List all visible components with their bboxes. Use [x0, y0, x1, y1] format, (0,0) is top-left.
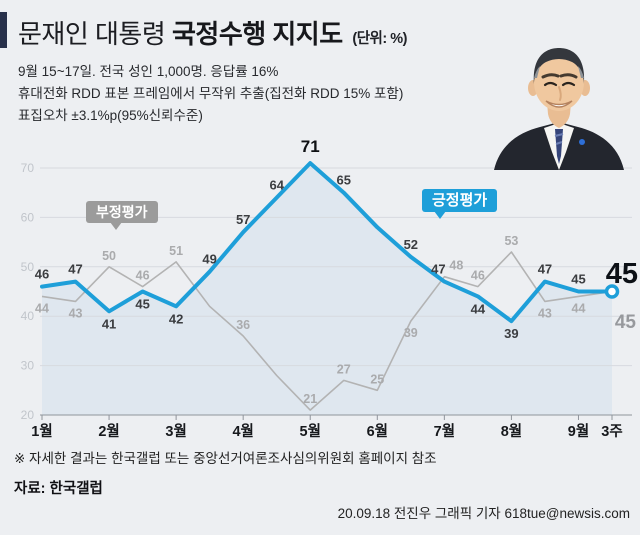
positive-value-label: 42	[169, 311, 183, 326]
hair-gray-right	[578, 66, 584, 78]
positive-value-label: 57	[236, 212, 250, 227]
x-tick-label: 1월	[31, 423, 52, 440]
president-portrait-illustration	[494, 48, 624, 170]
page-title: 문재인 대통령 국정수행 지지도 (단위: %)	[18, 14, 407, 51]
title-emphasis: 국정수행 지지도	[171, 19, 343, 49]
positive-line	[40, 161, 614, 324]
positive-value-label: 44	[471, 301, 486, 316]
positive-value-label: 39	[504, 326, 518, 341]
title-prefix: 문재인 대통령	[18, 19, 166, 49]
positive-value-label: 46	[35, 267, 49, 282]
president-photo	[480, 44, 638, 170]
negative-value-label: 44	[572, 301, 586, 315]
y-tick-label: 40	[21, 309, 35, 323]
negative-value-label: 46	[136, 269, 150, 283]
y-tick-label: 30	[21, 359, 35, 373]
title-unit: (단위: %)	[352, 31, 407, 47]
negative-value-label: 43	[69, 306, 83, 320]
positive-value-label: 47	[538, 262, 552, 277]
negative-value-label: 48	[449, 259, 463, 273]
x-tick-label: 8월	[501, 423, 522, 440]
x-tick-label: 2월	[98, 423, 119, 440]
hair	[533, 48, 585, 84]
negative-value-label: 53	[504, 234, 518, 248]
tie	[555, 129, 563, 164]
eye-right	[561, 81, 576, 87]
latest-point-marker	[604, 284, 620, 299]
y-tick-label: 70	[21, 161, 35, 175]
positive-area-fill	[42, 163, 612, 415]
x-tick-label: 6월	[367, 423, 388, 440]
tie-stripes	[554, 133, 564, 145]
negative-value-label: 43	[538, 306, 552, 320]
negative-value-label: 46	[471, 269, 485, 283]
positive-value-label: 71	[301, 137, 320, 156]
positive-value-label: 41	[102, 316, 116, 331]
positive-value-label: 47	[68, 262, 82, 277]
latest-negative-value: 45	[615, 312, 637, 333]
negative-value-label: 51	[169, 244, 183, 258]
negative-value-label: 50	[102, 249, 116, 263]
legend-positive-badge: 긍정평가	[422, 189, 498, 219]
eyebrow-left	[541, 73, 560, 79]
x-tick-label: 3주	[601, 423, 622, 440]
positive-value-label: 65	[337, 173, 351, 188]
survey-note-line: 9월 15~17일. 전국 성인 1,000명. 응답률 16%	[18, 64, 279, 79]
negative-value-label: 44	[35, 301, 49, 315]
positive-value-label: 52	[404, 237, 418, 252]
x-tick-label: 4월	[232, 423, 253, 440]
negative-line	[41, 251, 613, 411]
corner-accent-bar	[0, 12, 7, 48]
eyebrow-right	[559, 73, 578, 79]
negative-value-label: 36	[236, 318, 250, 332]
positive-value-label: 45	[135, 297, 149, 312]
survey-notes: 9월 15~17일. 전국 성인 1,000명. 응답률 16% 휴대전화 RD…	[18, 61, 407, 127]
x-tick-label: 3월	[165, 423, 186, 440]
positive-value-label: 45	[571, 272, 585, 287]
y-tick-label: 20	[21, 408, 35, 422]
positive-value-label: 64	[269, 178, 284, 193]
legend-negative-badge: 부정평가	[86, 201, 158, 230]
footnote: ※ 자세한 결과는 한국갤럽 또는 중앙선거여론조사심의위원회 홈페이지 참조	[14, 451, 437, 466]
x-tick-label: 5월	[300, 423, 321, 440]
negative-value-label: 21	[303, 392, 317, 406]
legend-positive-label: 긍정평가	[432, 192, 488, 209]
smile	[545, 100, 573, 108]
negative-value-label: 25	[370, 372, 384, 386]
face	[534, 53, 584, 111]
legend-negative-label: 부정평가	[96, 204, 148, 220]
credit-line: 20.09.18 전진우 그래픽 기자 618tue@newsis.com	[337, 506, 630, 521]
latest-positive-value: 45	[606, 258, 638, 290]
survey-note-line: 휴대전화 RDD 표본 프레임에서 무작위 추출(집전화 RDD 15% 포함)	[18, 85, 404, 101]
eye-left	[543, 81, 558, 87]
survey-note-line: 표집오차 ±3.1%p(95%신뢰수준)	[18, 107, 203, 123]
nose	[558, 86, 562, 101]
positive-value-label: 47	[431, 262, 445, 277]
positive-value-label: 49	[202, 252, 216, 267]
x-tick-label: 7월	[434, 423, 455, 440]
header: 문재인 대통령 국정수행 지지도 (단위: %) 9월 15~17일. 전국 성…	[18, 14, 407, 127]
negative-value-label: 27	[337, 362, 351, 376]
y-tick-label: 50	[21, 260, 35, 274]
lapel-pin	[579, 139, 585, 145]
negative-value-label: 39	[404, 326, 418, 340]
source-label: 자료: 한국갤럽	[14, 481, 103, 497]
hair-gray-left	[534, 66, 540, 78]
y-tick-label: 60	[21, 210, 35, 224]
x-tick-label: 9월	[568, 423, 589, 440]
